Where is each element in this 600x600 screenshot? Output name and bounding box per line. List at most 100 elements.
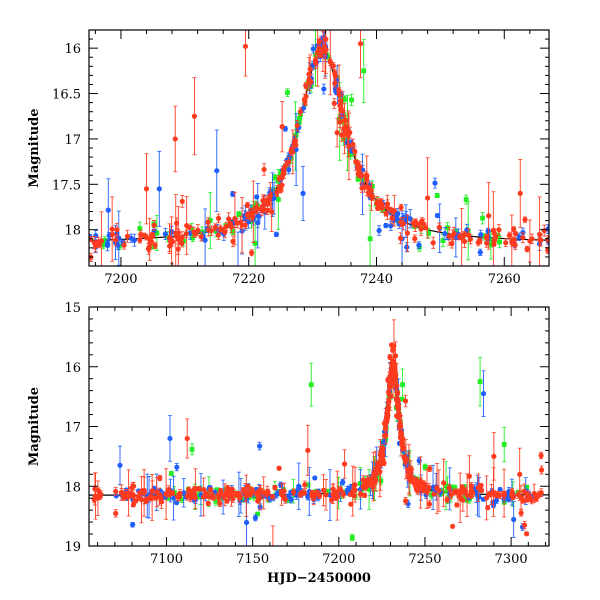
data-point — [273, 231, 279, 238]
data-point — [383, 222, 389, 229]
data-point — [223, 223, 230, 229]
data-point — [175, 246, 181, 252]
y-axis-title: Magnitude — [27, 108, 42, 187]
data-point — [329, 497, 335, 503]
data-point — [124, 233, 130, 239]
data-point — [251, 494, 257, 500]
data-point — [300, 190, 306, 196]
data-point — [242, 43, 249, 49]
data-point — [202, 237, 208, 243]
data-point — [501, 490, 507, 496]
y-tick-label: 17 — [64, 133, 81, 148]
data-point — [113, 488, 119, 495]
data-point — [312, 475, 318, 481]
top-panel: 7200 7220 7240 7260 16 16.5 17 17.5 18 Magnitude — [27, 29, 550, 303]
data-point — [443, 483, 449, 489]
data-point — [446, 233, 452, 239]
data-point — [143, 186, 150, 192]
data-point — [376, 227, 382, 234]
data-point — [249, 211, 255, 217]
data-point — [448, 492, 454, 498]
data-point — [166, 487, 172, 493]
data-point — [303, 93, 309, 100]
data-point — [286, 167, 292, 173]
data-point — [420, 487, 427, 493]
data-point — [98, 491, 104, 497]
data-point — [261, 166, 267, 173]
data-point — [383, 211, 389, 217]
data-point — [400, 382, 405, 388]
data-point — [175, 230, 182, 236]
data-point — [274, 491, 280, 498]
data-point — [151, 222, 157, 228]
data-point — [212, 224, 218, 230]
data-point — [484, 495, 490, 501]
data-point — [318, 52, 324, 59]
data-point — [121, 495, 128, 501]
series-green — [165, 357, 530, 542]
data-point — [369, 183, 375, 189]
data-point — [331, 100, 337, 106]
data-point — [230, 228, 236, 234]
data-point — [545, 236, 549, 243]
data-point — [362, 492, 368, 498]
data-point — [340, 491, 347, 498]
data-point — [215, 215, 222, 221]
data-point — [337, 98, 344, 104]
data-point — [367, 481, 373, 487]
data-point — [245, 484, 251, 490]
data-point — [174, 464, 180, 470]
data-point — [138, 231, 144, 237]
data-point — [265, 196, 271, 203]
data-point — [474, 298, 479, 303]
data-point — [230, 191, 236, 197]
data-point — [260, 197, 266, 203]
data-point — [348, 501, 354, 507]
data-point — [294, 123, 300, 129]
data-point — [205, 227, 211, 233]
data-point — [131, 483, 137, 489]
data-point — [286, 493, 292, 499]
data-point — [189, 226, 195, 232]
data-point — [524, 246, 530, 252]
data-point — [167, 238, 174, 245]
data-point — [375, 205, 381, 212]
data-point — [189, 446, 195, 452]
data-point — [426, 484, 432, 491]
data-point — [349, 97, 354, 103]
plot-area — [89, 30, 549, 303]
data-point — [366, 486, 372, 492]
data-point — [207, 217, 213, 223]
data-point — [388, 223, 394, 229]
data-point — [342, 117, 348, 123]
data-point — [389, 215, 395, 221]
data-point — [326, 55, 332, 60]
data-point — [249, 487, 255, 493]
data-point — [395, 210, 401, 217]
data-point — [321, 45, 327, 51]
data-point — [307, 66, 313, 72]
data-point — [217, 500, 223, 507]
data-point — [466, 473, 472, 479]
data-point — [478, 231, 484, 238]
data-point — [527, 238, 533, 244]
data-point — [151, 228, 157, 234]
data-point — [327, 58, 333, 65]
data-point — [277, 187, 283, 193]
data-point — [518, 510, 524, 516]
data-point — [524, 485, 530, 490]
series-blue — [113, 361, 534, 546]
data-point — [280, 166, 287, 172]
data-point — [297, 109, 304, 115]
data-point — [192, 231, 198, 237]
data-point — [485, 504, 491, 511]
data-point — [137, 237, 143, 243]
data-point — [410, 220, 416, 226]
data-point — [308, 79, 314, 85]
data-point — [492, 234, 499, 240]
data-point — [488, 242, 494, 248]
data-point — [100, 242, 106, 248]
data-point — [361, 68, 367, 74]
data-point — [290, 149, 296, 155]
data-point — [150, 233, 156, 239]
